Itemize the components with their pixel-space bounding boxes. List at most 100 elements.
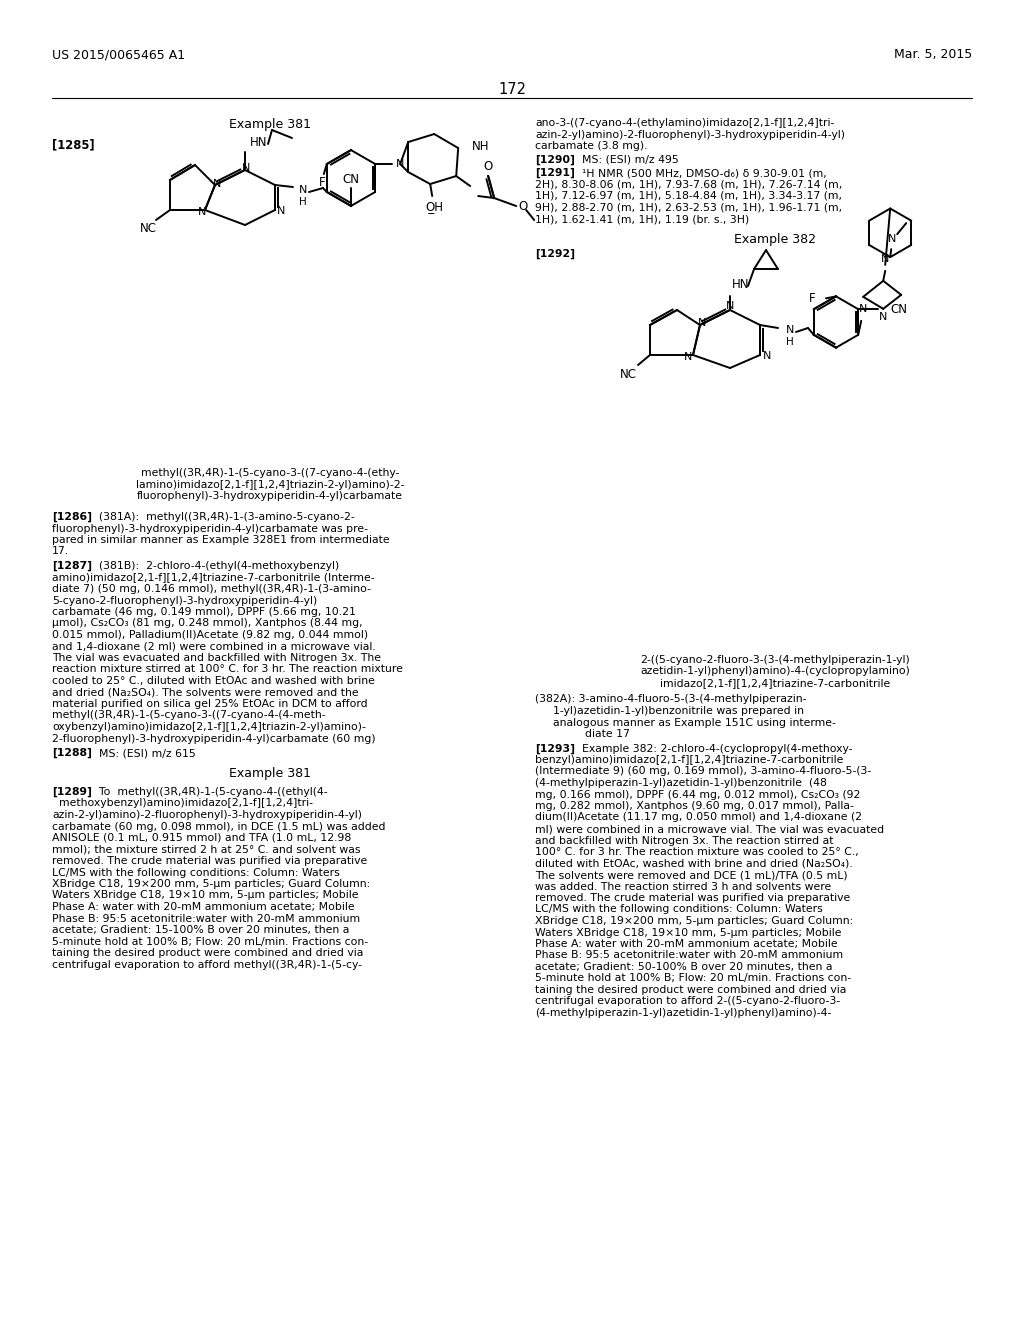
Text: 0.015 mmol), Palladium(II)Acetate (9.82 mg, 0.044 mmol): 0.015 mmol), Palladium(II)Acetate (9.82 … (52, 630, 368, 640)
Text: acetate; Gradient: 50-100% B over 20 minutes, then a: acetate; Gradient: 50-100% B over 20 min… (535, 962, 833, 972)
Text: Mar. 5, 2015: Mar. 5, 2015 (894, 48, 972, 61)
Text: N: N (242, 162, 250, 173)
Text: [1288]: [1288] (52, 748, 92, 758)
Text: 172: 172 (498, 82, 526, 96)
Text: To  methyl((3R,4R)-1-(5-cyano-4-((ethyl(4-: To methyl((3R,4R)-1-(5-cyano-4-((ethyl(4… (92, 787, 328, 797)
Text: methoxybenzyl)amino)imidazo[2,1-f][1,2,4]tri-: methoxybenzyl)amino)imidazo[2,1-f][1,2,4… (52, 799, 313, 808)
Text: reaction mixture stirred at 100° C. for 3 hr. The reaction mixture: reaction mixture stirred at 100° C. for … (52, 664, 402, 675)
Text: H: H (299, 197, 307, 207)
Text: O̲H: O̲H (425, 199, 443, 213)
Text: HN: HN (732, 277, 750, 290)
Text: [1286]: [1286] (52, 512, 92, 523)
Text: azin-2-yl)amino)-2-fluorophenyl)-3-hydroxypiperidin-4-yl): azin-2-yl)amino)-2-fluorophenyl)-3-hydro… (535, 129, 845, 140)
Text: taining the desired product were combined and dried via: taining the desired product were combine… (535, 985, 847, 995)
Text: carbamate (46 mg, 0.149 mmol), DPPF (5.66 mg, 10.21: carbamate (46 mg, 0.149 mmol), DPPF (5.6… (52, 607, 356, 616)
Text: (Intermediate 9) (60 mg, 0.169 mmol), 3-amino-4-fluoro-5-(3-: (Intermediate 9) (60 mg, 0.169 mmol), 3-… (535, 767, 871, 776)
Text: benzyl)amino)imidazo[2,1-f][1,2,4]triazine-7-carbonitrile: benzyl)amino)imidazo[2,1-f][1,2,4]triazi… (535, 755, 844, 766)
Text: (381A):  methyl((3R,4R)-1-(3-amino-5-cyano-2-: (381A): methyl((3R,4R)-1-(3-amino-5-cyan… (92, 512, 354, 521)
Text: 9H), 2.88-2.70 (m, 1H), 2.63-2.53 (m, 1H), 1.96-1.71 (m,: 9H), 2.88-2.70 (m, 1H), 2.63-2.53 (m, 1H… (535, 202, 842, 213)
Text: 1H), 7.12-6.97 (m, 1H), 5.18-4.84 (m, 1H), 3.34-3.17 (m,: 1H), 7.12-6.97 (m, 1H), 5.18-4.84 (m, 1H… (535, 191, 842, 201)
Text: Example 381: Example 381 (229, 117, 311, 131)
Text: fluorophenyl)-3-hydroxypiperidin-4-yl)carbamate: fluorophenyl)-3-hydroxypiperidin-4-yl)ca… (137, 491, 403, 502)
Text: ano-3-((7-cyano-4-(ethylamino)imidazo[2,1-f][1,2,4]tri-: ano-3-((7-cyano-4-(ethylamino)imidazo[2,… (535, 117, 835, 128)
Text: was added. The reaction stirred 3 h and solvents were: was added. The reaction stirred 3 h and … (535, 882, 831, 891)
Text: N: N (697, 318, 707, 327)
Text: N: N (299, 185, 307, 195)
Text: amino)imidazo[2,1-f][1,2,4]triazine-7-carbonitrile (Interme-: amino)imidazo[2,1-f][1,2,4]triazine-7-ca… (52, 573, 375, 582)
Text: dium(II)Acetate (11.17 mg, 0.050 mmol) and 1,4-dioxane (2: dium(II)Acetate (11.17 mg, 0.050 mmol) a… (535, 813, 862, 822)
Text: MS: (ESI) m/z 615: MS: (ESI) m/z 615 (92, 748, 196, 758)
Text: 1-yl)azetidin-1-yl)benzonitrile was prepared in: 1-yl)azetidin-1-yl)benzonitrile was prep… (553, 706, 804, 715)
Text: removed. The crude material was purified via preparative: removed. The crude material was purified… (535, 894, 850, 903)
Text: μmol), Cs₂CO₃ (81 mg, 0.248 mmol), Xantphos (8.44 mg,: μmol), Cs₂CO₃ (81 mg, 0.248 mmol), Xantp… (52, 619, 362, 628)
Text: [1291]: [1291] (535, 168, 574, 178)
Text: 100° C. for 3 hr. The reaction mixture was cooled to 25° C.,: 100° C. for 3 hr. The reaction mixture w… (535, 847, 859, 857)
Text: 1H), 1.62-1.41 (m, 1H), 1.19 (br. s., 3H): 1H), 1.62-1.41 (m, 1H), 1.19 (br. s., 3H… (535, 214, 750, 224)
Text: MS: (ESI) m/z 495: MS: (ESI) m/z 495 (575, 154, 679, 165)
Text: carbamate (60 mg, 0.098 mmol), in DCE (1.5 mL) was added: carbamate (60 mg, 0.098 mmol), in DCE (1… (52, 821, 385, 832)
Text: lamino)imidazo[2,1-f][1,2,4]triazin-2-yl)amino)-2-: lamino)imidazo[2,1-f][1,2,4]triazin-2-yl… (136, 479, 404, 490)
Text: Phase B: 95:5 acetonitrile:water with 20-mM ammonium: Phase B: 95:5 acetonitrile:water with 20… (52, 913, 360, 924)
Text: [1289]: [1289] (52, 787, 92, 797)
Text: XBridge C18, 19×200 mm, 5-μm particles; Guard Column:: XBridge C18, 19×200 mm, 5-μm particles; … (535, 916, 853, 927)
Text: Example 382: 2-chloro-4-(cyclopropyl(4-methoxy-: Example 382: 2-chloro-4-(cyclopropyl(4-m… (575, 743, 853, 754)
Text: ANISOLE (0.1 mL, 0.915 mmol) and TFA (1.0 mL, 12.98: ANISOLE (0.1 mL, 0.915 mmol) and TFA (1.… (52, 833, 351, 843)
Text: N: N (763, 351, 771, 360)
Text: and dried (Na₂SO₄). The solvents were removed and the: and dried (Na₂SO₄). The solvents were re… (52, 688, 358, 697)
Text: O: O (518, 199, 527, 213)
Text: (4-methylpiperazin-1-yl)azetidin-1-yl)benzonitrile  (48: (4-methylpiperazin-1-yl)azetidin-1-yl)be… (535, 777, 826, 788)
Text: diate 17: diate 17 (585, 729, 630, 739)
Text: Waters XBridge C18, 19×10 mm, 5-μm particles; Mobile: Waters XBridge C18, 19×10 mm, 5-μm parti… (52, 891, 358, 900)
Text: mg, 0.166 mmol), DPPF (6.44 mg, 0.012 mmol), Cs₂CO₃ (92: mg, 0.166 mmol), DPPF (6.44 mg, 0.012 mm… (535, 789, 860, 800)
Text: diate 7) (50 mg, 0.146 mmol), methyl((3R,4R)-1-(3-amino-: diate 7) (50 mg, 0.146 mmol), methyl((3R… (52, 583, 371, 594)
Text: N: N (888, 234, 896, 244)
Text: 5-minute hold at 100% B; Flow: 20 mL/min. Fractions con-: 5-minute hold at 100% B; Flow: 20 mL/min… (52, 936, 368, 946)
Text: N: N (276, 206, 286, 216)
Text: HN: HN (250, 136, 267, 149)
Text: Example 382: Example 382 (734, 234, 816, 247)
Text: CN: CN (342, 173, 359, 186)
Text: F: F (318, 176, 326, 189)
Text: 5-minute hold at 100% B; Flow: 20 mL/min. Fractions con-: 5-minute hold at 100% B; Flow: 20 mL/min… (535, 974, 851, 983)
Text: [1287]: [1287] (52, 561, 92, 572)
Text: oxybenzyl)amino)imidazo[2,1-f][1,2,4]triazin-2-yl)amino)-: oxybenzyl)amino)imidazo[2,1-f][1,2,4]tri… (52, 722, 366, 733)
Text: removed. The crude material was purified via preparative: removed. The crude material was purified… (52, 855, 368, 866)
Text: [1292]: [1292] (535, 249, 575, 259)
Text: acetate; Gradient: 15-100% B over 20 minutes, then a: acetate; Gradient: 15-100% B over 20 min… (52, 925, 349, 935)
Text: 2-((5-cyano-2-fluoro-3-(3-(4-methylpiperazin-1-yl): 2-((5-cyano-2-fluoro-3-(3-(4-methylpiper… (640, 655, 910, 665)
Text: NC: NC (620, 368, 637, 381)
Text: and backfilled with Nitrogen 3x. The reaction stirred at: and backfilled with Nitrogen 3x. The rea… (535, 836, 834, 846)
Text: taining the desired product were combined and dried via: taining the desired product were combine… (52, 948, 364, 958)
Text: pared in similar manner as Example 328E1 from intermediate: pared in similar manner as Example 328E1… (52, 535, 389, 545)
Text: azin-2-yl)amino)-2-fluorophenyl)-3-hydroxypiperidin-4-yl): azin-2-yl)amino)-2-fluorophenyl)-3-hydro… (52, 810, 362, 820)
Text: N: N (396, 158, 404, 169)
Text: N: N (881, 253, 890, 264)
Text: 5-cyano-2-fluorophenyl)-3-hydroxypiperidin-4-yl): 5-cyano-2-fluorophenyl)-3-hydroxypiperid… (52, 595, 317, 606)
Text: NH: NH (472, 140, 489, 153)
Text: N: N (859, 304, 867, 314)
Text: mg, 0.282 mmol), Xantphos (9.60 mg, 0.017 mmol), Palla-: mg, 0.282 mmol), Xantphos (9.60 mg, 0.01… (535, 801, 854, 810)
Text: LC/MS with the following conditions: Column: Waters: LC/MS with the following conditions: Col… (535, 904, 822, 915)
Text: ml) were combined in a microwave vial. The vial was evacuated: ml) were combined in a microwave vial. T… (535, 824, 884, 834)
Text: centrifugal evaporation to afford 2-((5-cyano-2-fluoro-3-: centrifugal evaporation to afford 2-((5-… (535, 997, 841, 1006)
Text: carbamate (3.8 mg).: carbamate (3.8 mg). (535, 141, 647, 150)
Text: [1285]: [1285] (52, 139, 94, 150)
Text: N: N (213, 180, 221, 189)
Text: [1290]: [1290] (535, 154, 574, 165)
Text: N: N (879, 312, 888, 322)
Text: CN: CN (890, 302, 907, 315)
Text: N: N (198, 207, 206, 216)
Text: diluted with EtOAc, washed with brine and dried (Na₂SO₄).: diluted with EtOAc, washed with brine an… (535, 858, 853, 869)
Text: The solvents were removed and DCE (1 mL)/TFA (0.5 mL): The solvents were removed and DCE (1 mL)… (535, 870, 848, 880)
Text: fluorophenyl)-3-hydroxypiperidin-4-yl)carbamate was pre-: fluorophenyl)-3-hydroxypiperidin-4-yl)ca… (52, 524, 368, 533)
Text: 2-fluorophenyl)-3-hydroxypiperidin-4-yl)carbamate (60 mg): 2-fluorophenyl)-3-hydroxypiperidin-4-yl)… (52, 734, 376, 743)
Text: Phase A: water with 20-mM ammonium acetate; Mobile: Phase A: water with 20-mM ammonium aceta… (535, 939, 838, 949)
Text: 2H), 8.30-8.06 (m, 1H), 7.93-7.68 (m, 1H), 7.26-7.14 (m,: 2H), 8.30-8.06 (m, 1H), 7.93-7.68 (m, 1H… (535, 180, 843, 190)
Text: centrifugal evaporation to afford methyl((3R,4R)-1-(5-cy-: centrifugal evaporation to afford methyl… (52, 960, 362, 969)
Text: and 1,4-dioxane (2 ml) were combined in a microwave vial.: and 1,4-dioxane (2 ml) were combined in … (52, 642, 376, 652)
Text: material purified on silica gel 25% EtOAc in DCM to afford: material purified on silica gel 25% EtOA… (52, 700, 368, 709)
Text: analogous manner as Example 151C using interme-: analogous manner as Example 151C using i… (553, 718, 836, 727)
Text: (4-methylpiperazin-1-yl)azetidin-1-yl)phenyl)amino)-4-: (4-methylpiperazin-1-yl)azetidin-1-yl)ph… (535, 1008, 831, 1018)
Text: azetidin-1-yl)phenyl)amino)-4-(cyclopropylamino): azetidin-1-yl)phenyl)amino)-4-(cycloprop… (640, 667, 910, 676)
Text: cooled to 25° C., diluted with EtOAc and washed with brine: cooled to 25° C., diluted with EtOAc and… (52, 676, 375, 686)
